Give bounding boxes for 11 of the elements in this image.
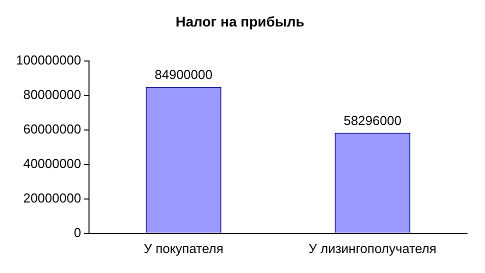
y-tick-label: 0 [74, 224, 82, 240]
data-label: 84900000 [154, 66, 212, 82]
x-tick-label: У покупателя [144, 240, 224, 256]
y-tick-label: 80000000 [23, 86, 82, 102]
y-tick-label: 100000000 [16, 52, 82, 68]
y-tick-label: 20000000 [23, 190, 82, 206]
data-label: 58296000 [344, 112, 402, 128]
y-tick-label: 40000000 [23, 156, 82, 171]
chart-title: Налог на прибыль [176, 13, 305, 30]
y-tick-label: 60000000 [23, 121, 82, 136]
x-tick-label: У лизингополучателя [308, 240, 436, 256]
